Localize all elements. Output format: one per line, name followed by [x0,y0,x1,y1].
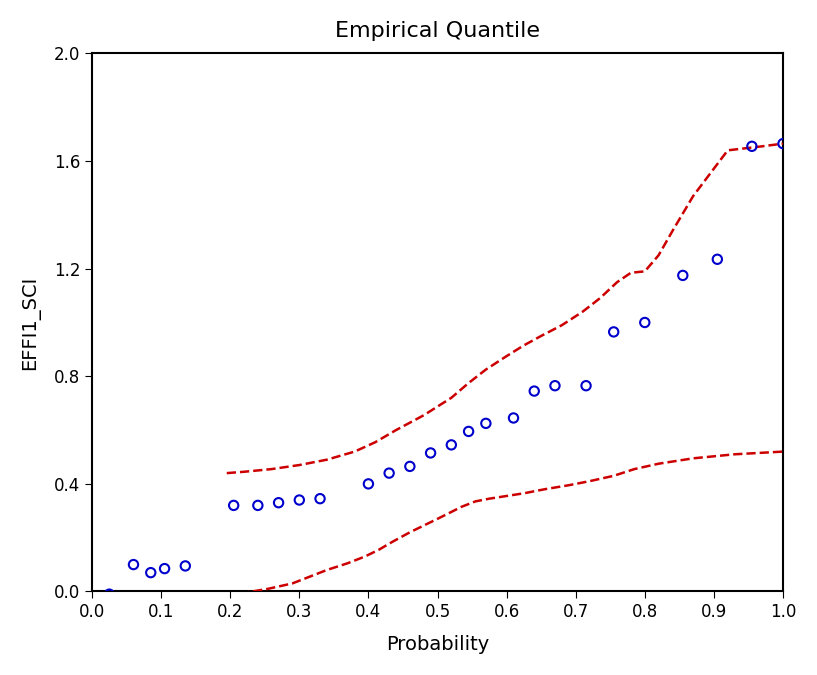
Point [507,412,520,423]
Point [362,479,375,489]
Point [292,495,306,506]
X-axis label: Probability: Probability [386,635,489,654]
Point [776,138,789,149]
Point [424,448,437,458]
Point [444,439,458,450]
Point [711,254,724,265]
Point [480,418,493,429]
Point [314,493,327,504]
Point [227,500,240,511]
Point [528,385,541,396]
Point [252,500,265,511]
Point [638,317,651,328]
Point [382,468,395,479]
Point [158,563,171,574]
Point [272,497,285,508]
Point [676,270,690,281]
Point [103,589,116,599]
Point [548,380,561,391]
Point [179,560,192,571]
Point [127,559,140,570]
Y-axis label: EFFI1_SCI: EFFI1_SCI [20,275,40,370]
Point [462,426,475,437]
Point [607,327,620,338]
Point [745,141,758,152]
Point [579,380,592,391]
Point [404,461,417,472]
Title: Empirical Quantile: Empirical Quantile [335,21,540,40]
Point [145,567,158,578]
